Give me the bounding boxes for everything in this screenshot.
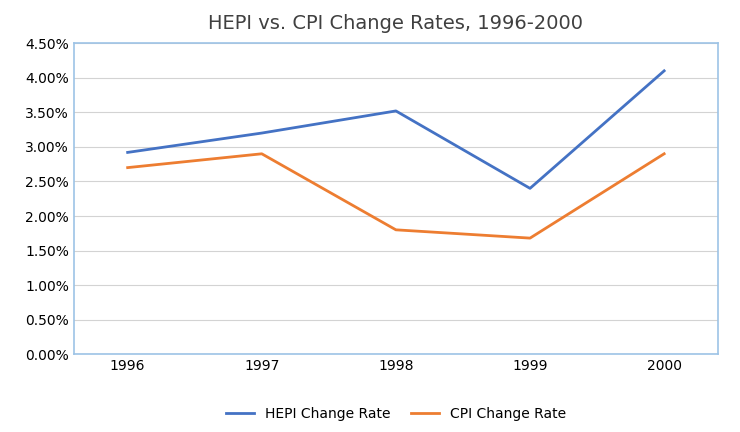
CPI Change Rate [258,151,266,156]
Title: HEPI vs. CPI Change Rates, 1996-2000: HEPI vs. CPI Change Rates, 1996-2000 [209,14,583,33]
HEPI Change Rate [391,108,400,114]
Line: HEPI Change Rate: HEPI Change Rate [128,71,665,188]
CPI Change Rate [660,151,669,156]
CPI Change Rate [124,165,132,170]
HEPI Change Rate [258,130,266,136]
Legend: HEPI Change Rate, CPI Change Rate: HEPI Change Rate, CPI Change Rate [221,402,571,427]
CPI Change Rate [525,235,534,241]
CPI Change Rate [391,227,400,232]
Line: CPI Change Rate: CPI Change Rate [128,154,665,238]
HEPI Change Rate [660,68,669,73]
HEPI Change Rate [525,186,534,191]
HEPI Change Rate [124,150,132,155]
